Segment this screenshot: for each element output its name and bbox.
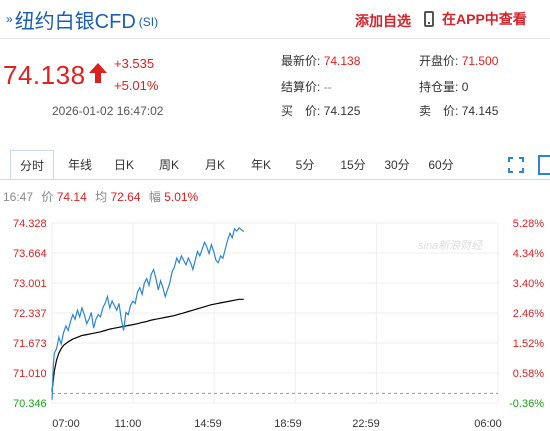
x-tick-label: 14:59 [194,418,222,430]
latest-price-row: 最新价: 74.138 [281,52,360,69]
instrument-name: 纽约白银CFD [14,10,136,33]
open-price-value: 71.500 [461,54,499,68]
price-line [51,227,245,400]
price-change: +3.535 [114,56,155,71]
pct-tick-label: 5.28% [513,218,544,230]
intraday-chart[interactable]: 74.328 73.664 73.001 72.337 71.673 71.010 70.3… [0,200,550,431]
x-tick-label: 07:00 [52,418,80,430]
info-time: 16:47 [3,190,34,204]
info-avg-label: 均 [95,190,108,204]
x-tick-label: 11:00 [115,418,142,430]
y-tick-label: 70.346 [13,398,47,410]
open-interest-value: 0 [461,80,469,94]
info-avg: 72.64 [110,190,141,204]
side-panel-icon[interactable] [538,155,550,175]
ask-price-row: 卖 价: 74.145 [419,102,498,119]
pct-tick-label: 0.58% [513,368,544,380]
header-divider [0,38,550,39]
tab-daily-k[interactable]: 日K [113,158,134,172]
y-tick-label: 71.010 [13,368,47,380]
x-tick-label: 06:00 [474,418,502,430]
tab-5min[interactable]: 5分 [295,158,315,172]
pct-tick-label: 1.52% [513,338,544,350]
tab-yearly-k[interactable]: 年K [250,158,271,172]
bid-price-value: 74.125 [323,104,361,118]
open-interest-label: 持仓量: [419,80,459,94]
instrument-code: (SI) [138,15,159,29]
y-tick-label: 71.673 [13,338,47,350]
bid-price-row: 买 价: 74.125 [281,102,360,119]
ask-price-label: 卖 价: [419,104,459,118]
tab-underline [0,179,550,180]
y-tick-label: 73.001 [13,278,47,290]
settle-price-value: -- [323,80,332,94]
tab-30min[interactable]: 30分 [384,158,410,172]
open-price-row: 开盘价: 71.500 [419,52,498,69]
x-tick-label: 22:59 [352,418,380,430]
info-amp-label: 幅 [148,190,161,204]
arrow-up-icon [89,63,107,83]
open-price-label: 开盘价: [419,54,459,68]
bid-price-label: 买 价: [281,104,321,118]
info-amp: 5.01% [164,190,199,204]
avg-price-line [51,298,244,392]
pct-tick-label: 4.34% [513,248,544,260]
latest-price-value: 74.138 [323,54,361,68]
crosshair-info: 16:47 价 74.14 均 72.64 幅 5.01% [3,188,198,205]
tab-intraday[interactable]: 分时 [10,150,54,180]
settle-price-row: 结算价: -- [281,78,332,95]
phone-icon [424,11,434,27]
double-chevron-icon: » [6,12,13,26]
pct-tick-label: 3.40% [513,278,544,290]
tab-60min[interactable]: 60分 [428,158,454,172]
settle-price-label: 结算价: [281,80,321,94]
current-price: 74.138 [3,60,86,90]
tab-year-line[interactable]: 年线 [67,158,92,172]
tab-15min[interactable]: 15分 [340,158,366,172]
price-change-percent: +5.01% [114,78,159,93]
open-interest-row: 持仓量: 0 [419,78,468,95]
watermark-text: sina新浪财经 [418,240,483,252]
y-tick-label: 73.664 [13,248,47,260]
y-tick-label: 72.337 [13,308,47,320]
fullscreen-icon[interactable] [508,157,524,173]
pct-tick-label: -0.36% [509,398,544,410]
header-bar: » 纽约白银CFD (SI) 添加自选 在APP中查看 [0,0,550,38]
open-in-app-label: 在APP中查看 [442,11,527,27]
tab-weekly-k[interactable]: 周K [158,158,179,172]
instrument-title: » 纽约白银CFD (SI) [6,6,159,33]
y-tick-label: 74.328 [13,218,47,230]
tab-monthly-k[interactable]: 月K [204,158,225,172]
quote-timestamp: 2026-01-02 16:47:02 [52,104,164,118]
open-in-app-link[interactable]: 在APP中查看 [424,9,527,29]
info-price-label: 价 [41,190,54,204]
info-price: 74.14 [56,190,87,204]
ask-price-value: 74.145 [461,104,499,118]
period-tabs: 分时 年线 日K 周K 月K 年K 5分 15分 30分 60分 [10,150,545,180]
add-watchlist-button[interactable]: 添加自选 [355,13,411,29]
x-tick-label: 18:59 [274,418,302,430]
latest-price-label: 最新价: [281,54,321,68]
pct-tick-label: 2.46% [513,308,544,320]
